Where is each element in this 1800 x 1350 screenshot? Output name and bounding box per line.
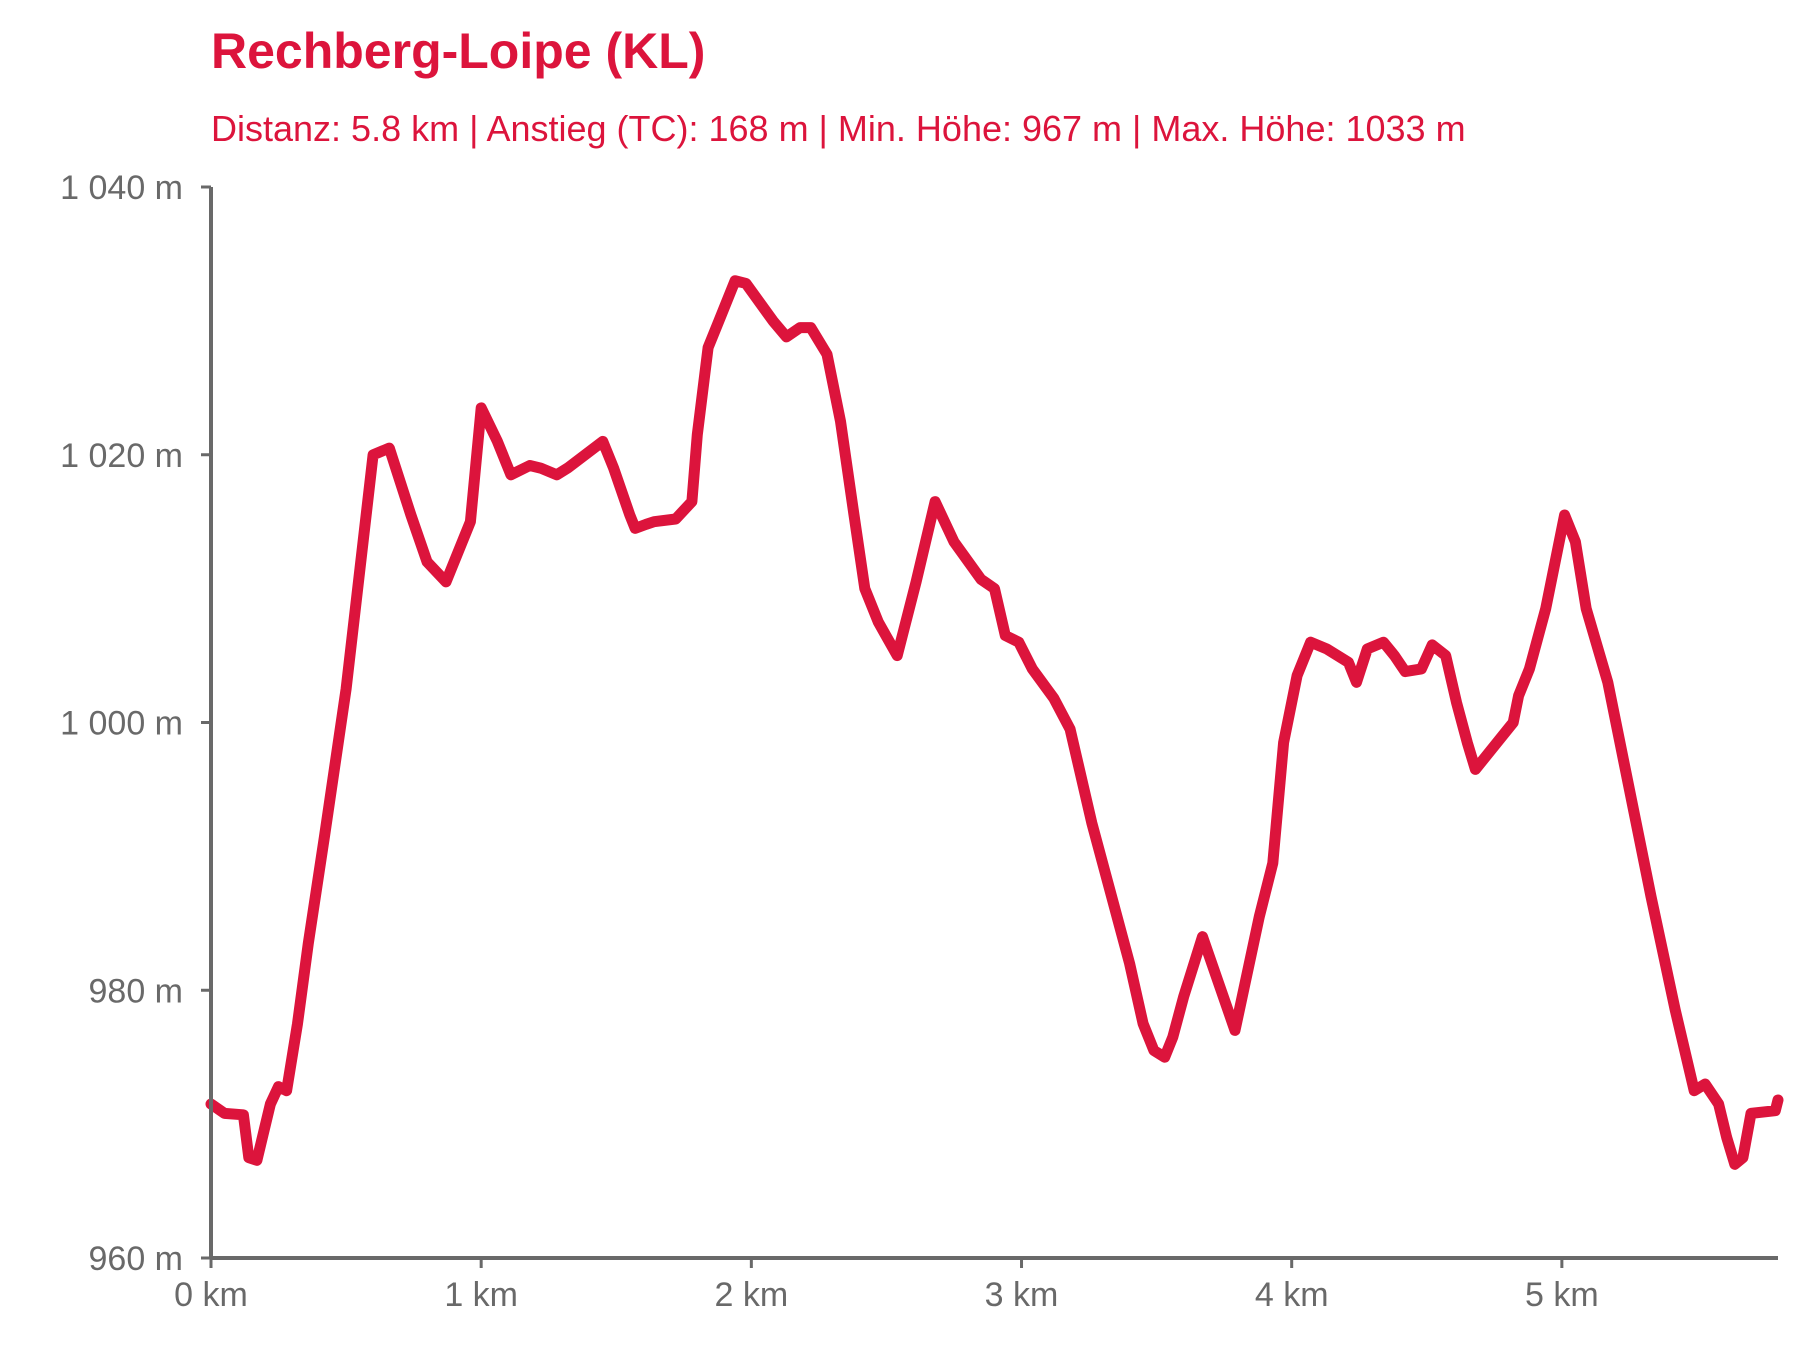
x-tick-label: 3 km: [985, 1276, 1059, 1314]
x-tick-label: 4 km: [1255, 1276, 1329, 1314]
x-tick-label: 2 km: [715, 1276, 789, 1314]
x-tick-label: 5 km: [1525, 1276, 1599, 1314]
y-tick-label: 980 m: [89, 972, 184, 1010]
y-tick-label: 1 040 m: [60, 169, 183, 207]
y-tick-label: 960 m: [89, 1240, 184, 1278]
y-axis: 960 m 980 m 1 000 m 1 020 m 1 040 m: [60, 169, 213, 1278]
chart-title: Rechberg-Loipe (KL): [211, 23, 706, 79]
y-tick-label: 1 000 m: [60, 705, 183, 743]
x-tick-label: 0 km: [174, 1276, 248, 1314]
y-tick-label: 1 020 m: [60, 437, 183, 475]
elevation-line: [205, 275, 1784, 1170]
x-axis: 0 km 1 km 2 km 3 km 4 km 5 km: [174, 1256, 1778, 1314]
x-tick-label: 1 km: [444, 1276, 518, 1314]
chart-subtitle: Distanz: 5.8 km | Anstieg (TC): 168 m | …: [211, 108, 1466, 149]
plot-area: [205, 275, 1784, 1170]
